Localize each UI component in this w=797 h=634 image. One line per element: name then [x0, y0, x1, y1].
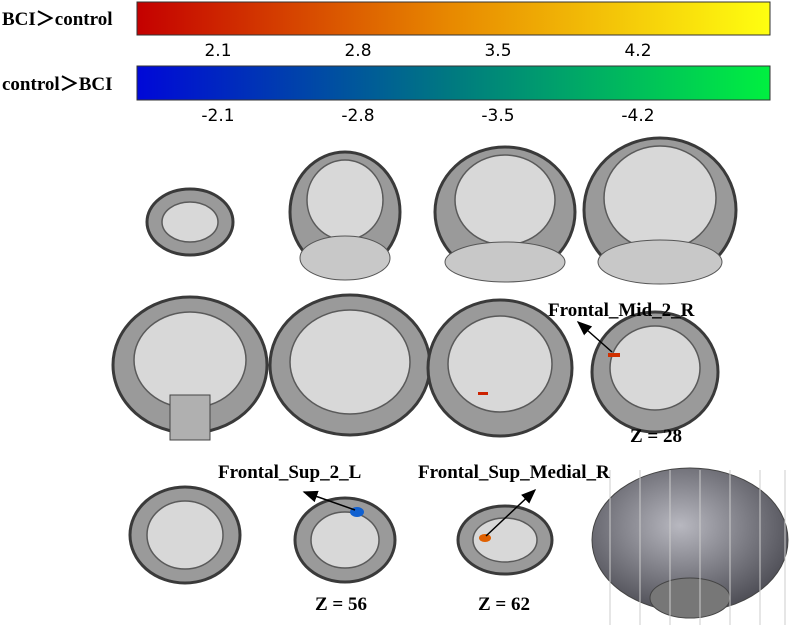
slice-label: Z = 62 [478, 594, 530, 615]
slice-lines [609, 470, 786, 625]
region-label: Frontal_Mid_2_R [548, 300, 695, 321]
colorbar-tick: -2.8 [341, 106, 374, 126]
region-label: Frontal_Sup_2_L [218, 462, 361, 483]
colorbar-tick: 3.5 [484, 41, 511, 61]
brain-slices [111, 136, 789, 619]
arrow [302, 490, 356, 511]
slice-label: Z = 56 [315, 594, 367, 615]
colorbar-label: control＞BCI [2, 74, 112, 95]
arrow [576, 321, 613, 353]
colorbar [136, 1, 771, 36]
colorbar-tick: -4.2 [621, 106, 654, 126]
slice-label: Z = 28 [630, 426, 682, 447]
colorbar-tick: 2.8 [344, 41, 371, 61]
colorbar [136, 65, 771, 101]
colorbar-tick: 2.1 [204, 41, 231, 61]
colorbar-label: BCI＞control [2, 9, 112, 30]
arrow [485, 488, 537, 537]
colorbar-tick: -2.1 [201, 106, 234, 126]
colorbar-tick: 4.2 [624, 41, 651, 61]
colorbar-tick: -3.5 [481, 106, 514, 126]
region-label: Frontal_Sup_Medial_R [418, 462, 610, 483]
